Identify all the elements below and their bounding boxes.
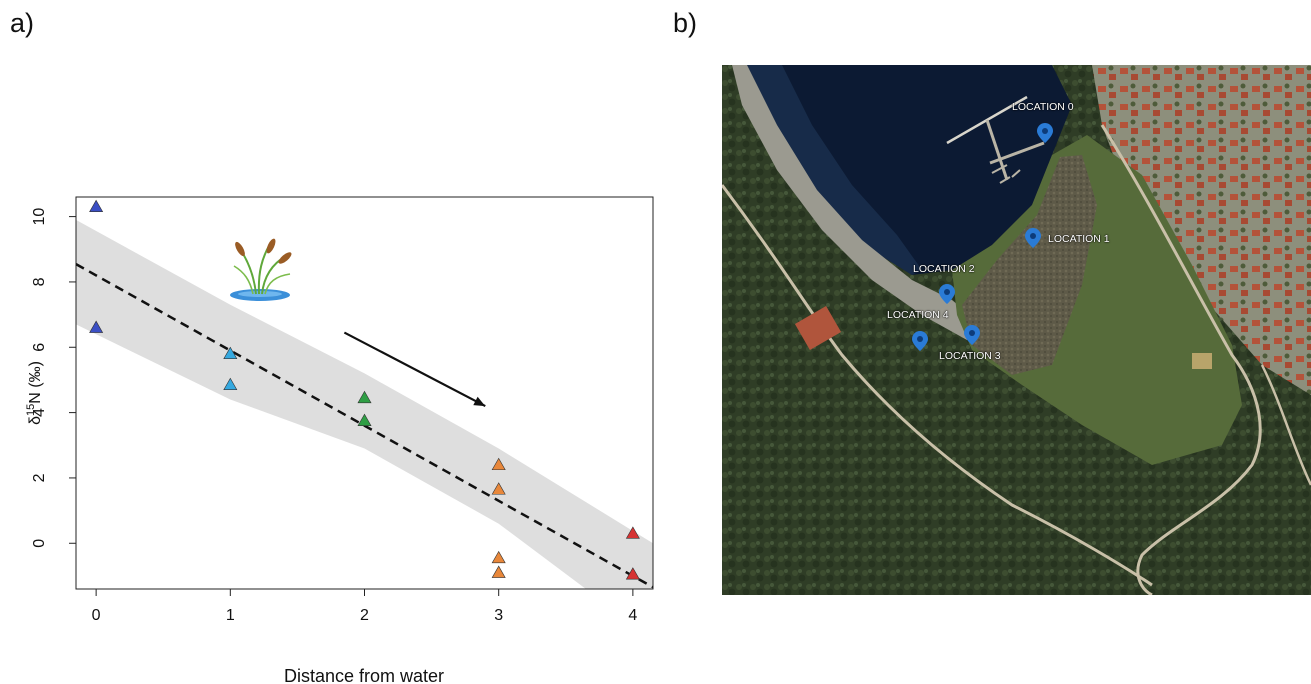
data-point [491,565,506,578]
panel-a-label: a) [10,8,35,38]
confidence-band-layer [76,219,653,589]
x-tick-label: 2 [360,607,369,624]
panel-b-label: b) [673,8,698,38]
x-tick-label: 4 [628,607,637,624]
y-axis-label-unit: N (‰) [27,361,44,404]
reed-plant-icon [230,238,292,301]
trend-arrow-shaft [343,331,486,408]
y-tick-label: 2 [31,473,48,482]
y-axis-label-delta: δ [27,416,44,425]
location-3-label: LOCATION 3 [939,350,1001,362]
x-axis-label: Distance from water [284,666,444,684]
data-point [89,320,104,333]
y-tick-label: 10 [31,208,48,226]
location-1-label: LOCATION 1 [1048,233,1110,245]
data-point [357,390,372,404]
location-4-label: LOCATION 4 [887,309,949,321]
trend-arrow-head [473,396,486,407]
location-3-pin-icon [964,325,980,345]
y-tick-label: 0 [31,539,48,548]
trend-arrow [343,331,486,408]
data-point [625,567,640,580]
satellite-map: LOCATION 0 LOCATION 1 LOCATION 2 LOCATIO… [722,65,1311,595]
scatter-chart: 0 1 2 3 4 0 2 4 6 8 10 Distance from water δ15N (… [0,180,680,684]
x-tick-label: 1 [226,607,235,624]
y-axis-label-superscript: 15 [25,404,37,416]
data-point [491,457,506,471]
data-point [491,550,506,564]
x-tick-label: 3 [494,607,503,624]
y-tick-label: 8 [31,277,48,286]
confidence-band [76,219,653,589]
location-1-pin-icon [1025,228,1041,248]
x-axis: 0 1 2 3 4 [92,588,637,624]
y-axis-label: δ15N (‰) [25,361,44,425]
x-tick-label: 0 [92,607,101,624]
data-point [223,377,238,391]
location-2-pin-icon [939,284,955,304]
data-point [89,199,104,212]
data-points-layer [89,199,640,580]
y-axis: 0 2 4 6 8 10 [31,208,77,548]
location-0-label: LOCATION 0 [1012,101,1074,113]
data-point [491,482,506,495]
data-point [625,526,640,539]
location-4-pin-icon [912,331,928,351]
location-2-label: LOCATION 2 [913,263,975,275]
y-tick-label: 4 [31,408,48,417]
data-point [357,413,372,426]
location-0-pin-icon [1037,123,1053,143]
data-point [223,346,238,359]
map-background [722,65,1311,595]
chart-canvas: 0 1 2 3 4 0 2 4 6 8 10 Distance from water δ15N (… [25,196,654,684]
y-tick-label: 6 [31,343,48,352]
